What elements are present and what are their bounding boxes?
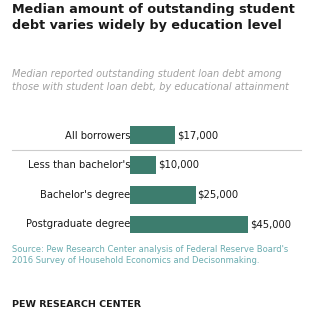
Text: Bachelor's degree: Bachelor's degree [40,190,130,199]
Text: $10,000: $10,000 [158,160,199,170]
Text: Median reported outstanding student loan debt among
those with student loan debt: Median reported outstanding student loan… [12,69,289,92]
Bar [130,126,175,144]
Text: Source: Pew Research Center analysis of Federal Reserve Board's
2016 Survey of H: Source: Pew Research Center analysis of … [12,245,289,265]
Text: Postgraduate degree: Postgraduate degree [26,219,130,229]
Bar [130,186,196,204]
Bar [130,156,157,174]
Text: $25,000: $25,000 [197,190,239,200]
Text: $45,000: $45,000 [250,219,291,230]
Text: All borrowers: All borrowers [65,131,130,141]
Bar [130,215,248,233]
Text: Median amount of outstanding student
debt varies widely by education level: Median amount of outstanding student deb… [12,3,295,32]
Text: Less than bachelor's: Less than bachelor's [28,160,130,170]
Text: PEW RESEARCH CENTER: PEW RESEARCH CENTER [12,300,141,309]
Text: $17,000: $17,000 [177,130,218,140]
